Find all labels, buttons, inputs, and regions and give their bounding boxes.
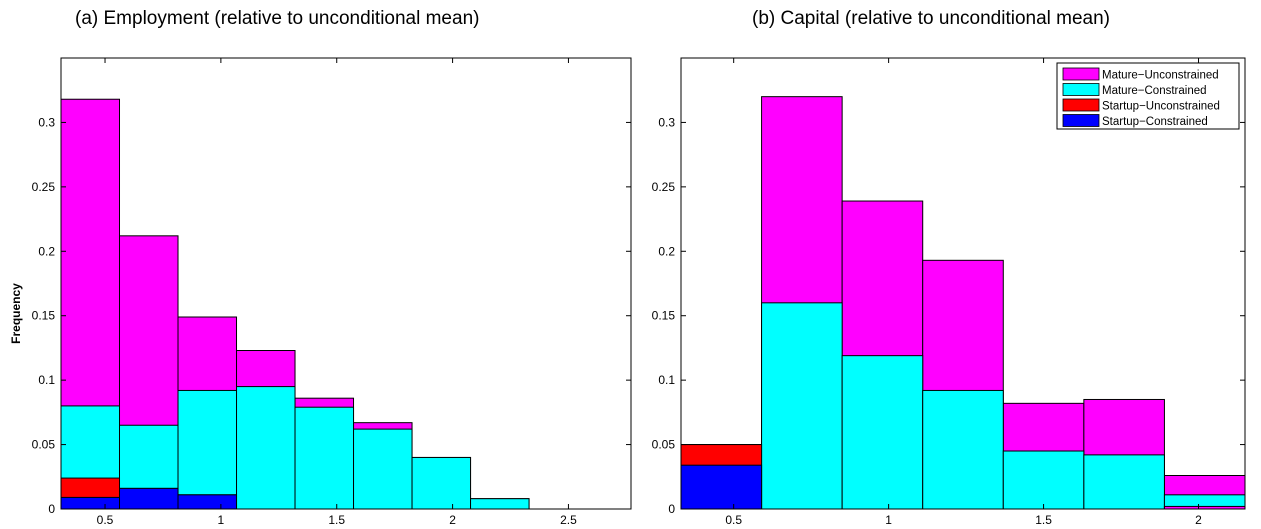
ytick-label-4: 0.2	[658, 244, 675, 258]
ytick-label-0: 0	[668, 502, 675, 516]
bar-startup-constrained-2	[177, 494, 238, 510]
bar-mature-constrained-4	[294, 406, 355, 510]
chart-b: 0 0.05 0.1 0.15 0.2 0.25 0.3 0.5 1 1.5 2 Mature−Unc…	[652, 57, 1246, 527]
bar-mature-constrained-6	[411, 456, 472, 510]
xtick-label-3: 2	[1195, 513, 1202, 527]
bar-mature-constrained-4	[1002, 450, 1085, 510]
xtick-label-2: 1.5	[1035, 513, 1052, 527]
bar-startup-constrained-0	[60, 496, 121, 510]
xtick-label-3: 2	[449, 513, 456, 527]
axes-frame	[680, 57, 1246, 510]
ytick-label-3: 0.15	[32, 309, 56, 323]
bar-mature-constrained-1	[761, 302, 843, 510]
ytick-label-6: 0.3	[38, 115, 55, 129]
xtick-label-1: 1	[218, 513, 225, 527]
ytick-label-2: 0.1	[658, 373, 675, 387]
legend-swatch-1	[1062, 83, 1100, 96]
legend-swatch-2	[1062, 98, 1100, 112]
bar-mature-constrained-2	[177, 389, 238, 510]
legend-swatch-3	[1062, 114, 1100, 127]
ytick-label-4: 0.2	[38, 244, 55, 258]
bar-mature-constrained-7	[470, 498, 530, 510]
bar-mature-constrained-5	[353, 428, 413, 510]
ytick-label-2: 0.1	[38, 373, 55, 387]
bar-startup-constrained-0	[680, 464, 763, 510]
bar-mature-constrained-5	[1083, 454, 1165, 510]
bar-mature-constrained-3	[236, 386, 296, 510]
xtick-label-0: 0.5	[97, 513, 114, 527]
xtick-label-2: 1.5	[328, 513, 345, 527]
legend-label-3: Startup−Constrained	[1102, 116, 1208, 128]
xtick-label-0: 0.5	[725, 513, 742, 527]
bar-mature-constrained-2	[841, 355, 924, 510]
xtick-label-1: 1	[885, 513, 892, 527]
legend-swatch-0	[1062, 67, 1100, 81]
chart-b-title: (b) Capital (relative to unconditional m…	[752, 8, 1111, 29]
chart-a-title: (a) Employment (relative to unconditiona…	[75, 8, 480, 29]
ytick-label-6: 0.3	[658, 115, 675, 129]
ytick-label-5: 0.25	[32, 180, 56, 194]
ytick-label-1: 0.05	[32, 438, 56, 452]
y-axis-label: Frequency	[9, 283, 23, 344]
axes-frame	[60, 57, 632, 510]
ytick-label-5: 0.25	[652, 180, 676, 194]
chart-a: 0 0.05 0.1 0.15 0.2 0.25 0.3 0.5 1 1.5 2 2.5 Frequen…	[9, 57, 632, 527]
bar-startup-constrained-1	[119, 487, 179, 510]
legend-label-1: Mature−Constrained	[1102, 85, 1207, 97]
xtick-label-4: 2.5	[560, 513, 577, 527]
legend-label-2: Startup−Unconstrained	[1102, 101, 1220, 113]
bar-mature-constrained-3	[922, 389, 1004, 510]
legend-label-0: Mature−Unconstrained	[1102, 70, 1219, 82]
ytick-label-3: 0.15	[652, 309, 676, 323]
ytick-label-1: 0.05	[652, 438, 676, 452]
ytick-label-0: 0	[48, 502, 55, 516]
